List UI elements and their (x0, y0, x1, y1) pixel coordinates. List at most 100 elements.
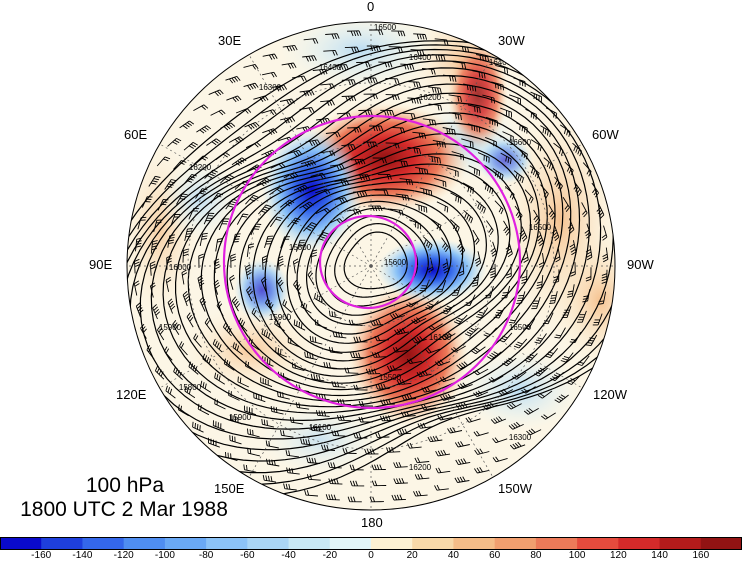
wind-barb-151 (347, 126, 362, 133)
meridian-2 (370, 143, 583, 267)
wind-barb-382 (164, 346, 173, 361)
contour-label-13: 16200 (189, 163, 212, 172)
lon-label-150w: 150W (498, 481, 532, 496)
wind-barb-364 (521, 386, 536, 394)
wind-barb-95 (425, 347, 441, 354)
wind-barb-47 (276, 277, 284, 293)
wind-barb-129 (434, 359, 451, 367)
wind-barb-240 (385, 94, 400, 101)
wind-barb-353 (543, 157, 554, 171)
wind-barb-237 (320, 99, 335, 106)
wind-barb-268 (244, 405, 257, 416)
wind-barb-246 (500, 152, 512, 165)
height-contour-18 (139, 74, 590, 430)
wind-barb-163 (501, 285, 511, 299)
wind-barb-325 (179, 341, 188, 356)
wind-barb-312 (447, 427, 463, 434)
height-contour-11 (226, 143, 532, 384)
wind-barb-233 (245, 141, 262, 149)
contour-label-3: 16500 (529, 223, 552, 232)
colorbar-swatch-1 (41, 537, 83, 550)
wind-barb-182 (213, 258, 220, 274)
wind-barb-127 (464, 327, 479, 337)
wind-barb-193 (358, 109, 373, 116)
wind-barb-263 (374, 432, 390, 438)
wind-barb-126 (476, 307, 489, 319)
contour-label-10: 15800 (179, 383, 202, 392)
wind-barb-463 (325, 33, 340, 40)
wind-barb-23 (300, 301, 312, 314)
lon-label-60w: 60W (592, 127, 619, 142)
wind-barb-37 (436, 280, 447, 293)
wind-barb-167 (456, 361, 472, 370)
wind-barb-448 (134, 258, 140, 274)
wind-barb-242 (428, 103, 443, 111)
wind-barb-158 (482, 181, 494, 195)
wind-barb-462 (303, 38, 319, 44)
wind-barb-356 (567, 218, 575, 234)
wind-barb-255 (513, 338, 528, 349)
wind-barb-224 (204, 318, 213, 333)
wind-barb-470 (475, 54, 490, 63)
colorbar-swatch-11 (453, 537, 496, 550)
wind-barb-491 (509, 441, 526, 450)
wind-barb-103 (261, 328, 273, 341)
wind-barb-168 (439, 376, 455, 383)
wind-barb-36 (442, 258, 450, 274)
colorbar-swatch-8 (329, 537, 372, 550)
lon-label-0: 0 (367, 0, 375, 14)
wind-barb-269 (228, 390, 240, 401)
contour-label-0: 16500 (374, 23, 397, 32)
wind-barb-48 (277, 255, 284, 271)
contour-label-19: 15500 (379, 373, 402, 382)
wind-barb-147 (270, 162, 286, 169)
colorbar-tick-label: -140 (72, 550, 93, 561)
wind-barb-121 (476, 200, 486, 214)
wind-barb-221 (237, 376, 249, 388)
wind-barb-112 (300, 159, 316, 168)
wind-barb-60 (457, 239, 466, 255)
wind-barb-455 (179, 120, 195, 130)
wind-barb-180 (216, 301, 224, 317)
wind-barb-494 (454, 476, 470, 483)
wind-barb-67 (365, 368, 381, 375)
meridian-10 (159, 143, 372, 267)
height-contours (127, 40, 615, 497)
wind-barb-43 (328, 346, 343, 354)
wind-barb-30 (352, 190, 368, 197)
wind-barb-90 (474, 251, 482, 267)
lat-lon-grid (127, 22, 615, 510)
wind-barb-395 (226, 95, 242, 103)
wind-barb-214 (400, 411, 416, 418)
wind-barb-398 (281, 62, 297, 69)
wind-barb-1 (389, 312, 406, 320)
contour-label-14: 16300 (259, 83, 282, 92)
wind-barb-247 (513, 170, 525, 184)
wind-barb-33 (414, 203, 428, 213)
colorbar-tick-label: -160 (31, 550, 52, 561)
wind-barb-366 (490, 416, 507, 424)
wind-barb-445 (140, 323, 147, 339)
wind-barb-35 (441, 237, 449, 253)
wind-barb-450 (137, 216, 147, 230)
wind-barb-431 (414, 473, 430, 480)
wind-barb-100 (310, 373, 325, 382)
wind-barb-264 (353, 432, 368, 439)
colorbar-swatch-12 (494, 537, 537, 550)
wind-barb-24 (293, 279, 302, 295)
wind-barb-287 (320, 83, 335, 90)
wind-barb-83 (372, 157, 387, 164)
wind-barb-473 (530, 91, 543, 103)
wind-barb-425 (523, 407, 539, 415)
wind-barb-10 (346, 208, 362, 216)
wind-barb-6 (307, 270, 315, 286)
wind-barb-55 (377, 173, 392, 180)
colorbar-swatch-15 (618, 537, 661, 550)
wind-barb-110 (269, 187, 284, 196)
wind-barb-432 (393, 478, 408, 484)
height-contour-4 (306, 200, 452, 326)
wind-barb-478 (591, 182, 599, 198)
wind-barb-371 (393, 462, 408, 468)
wind-barb-369 (435, 449, 451, 457)
wind-barb-71 (287, 337, 300, 348)
